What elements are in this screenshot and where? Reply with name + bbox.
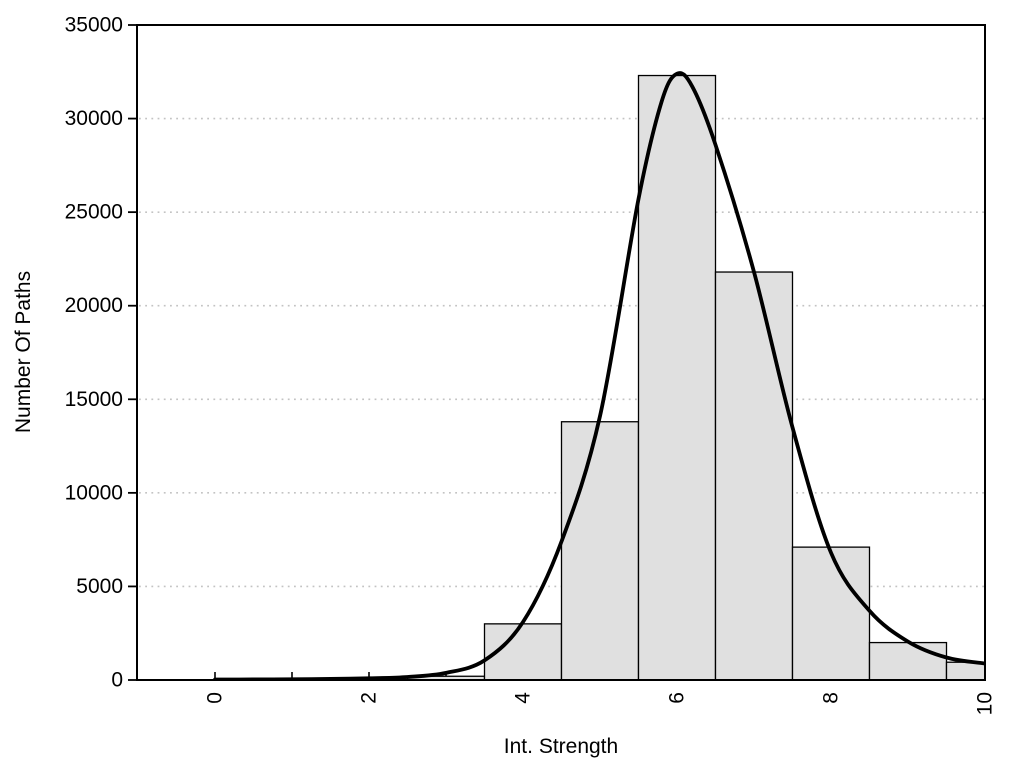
- histogram-bars: [406, 74, 985, 680]
- x-axis-title: Int. Strength: [503, 735, 619, 758]
- y-tick-label: 5000: [76, 575, 123, 598]
- y-tick-label: 0: [111, 669, 123, 692]
- density-curve: [213, 71, 985, 680]
- histogram-bar: [637, 74, 717, 680]
- y-tick-label: 20000: [65, 294, 123, 317]
- x-tick-label: 2: [358, 692, 381, 704]
- y-tick-label: 35000: [65, 14, 123, 37]
- y-tick-label: 25000: [65, 201, 123, 224]
- x-tick-label: 10: [974, 692, 997, 715]
- x-tick-label: 6: [666, 692, 689, 704]
- y-tick-label: 10000: [65, 481, 123, 504]
- y-axis-title: Number Of Paths: [12, 270, 35, 434]
- histogram-bar: [945, 661, 985, 680]
- x-tick-label: 0: [204, 692, 227, 704]
- histogram-bar: [714, 271, 794, 680]
- plot-box: [136, 24, 986, 681]
- x-tick-label: 4: [512, 692, 535, 704]
- y-tick-label: 15000: [65, 388, 123, 411]
- histogram-bar: [791, 546, 871, 680]
- histogram-bar: [560, 421, 640, 680]
- histogram-bar: [868, 641, 948, 680]
- x-tick-label: 8: [820, 692, 843, 704]
- y-tick-label: 30000: [65, 107, 123, 130]
